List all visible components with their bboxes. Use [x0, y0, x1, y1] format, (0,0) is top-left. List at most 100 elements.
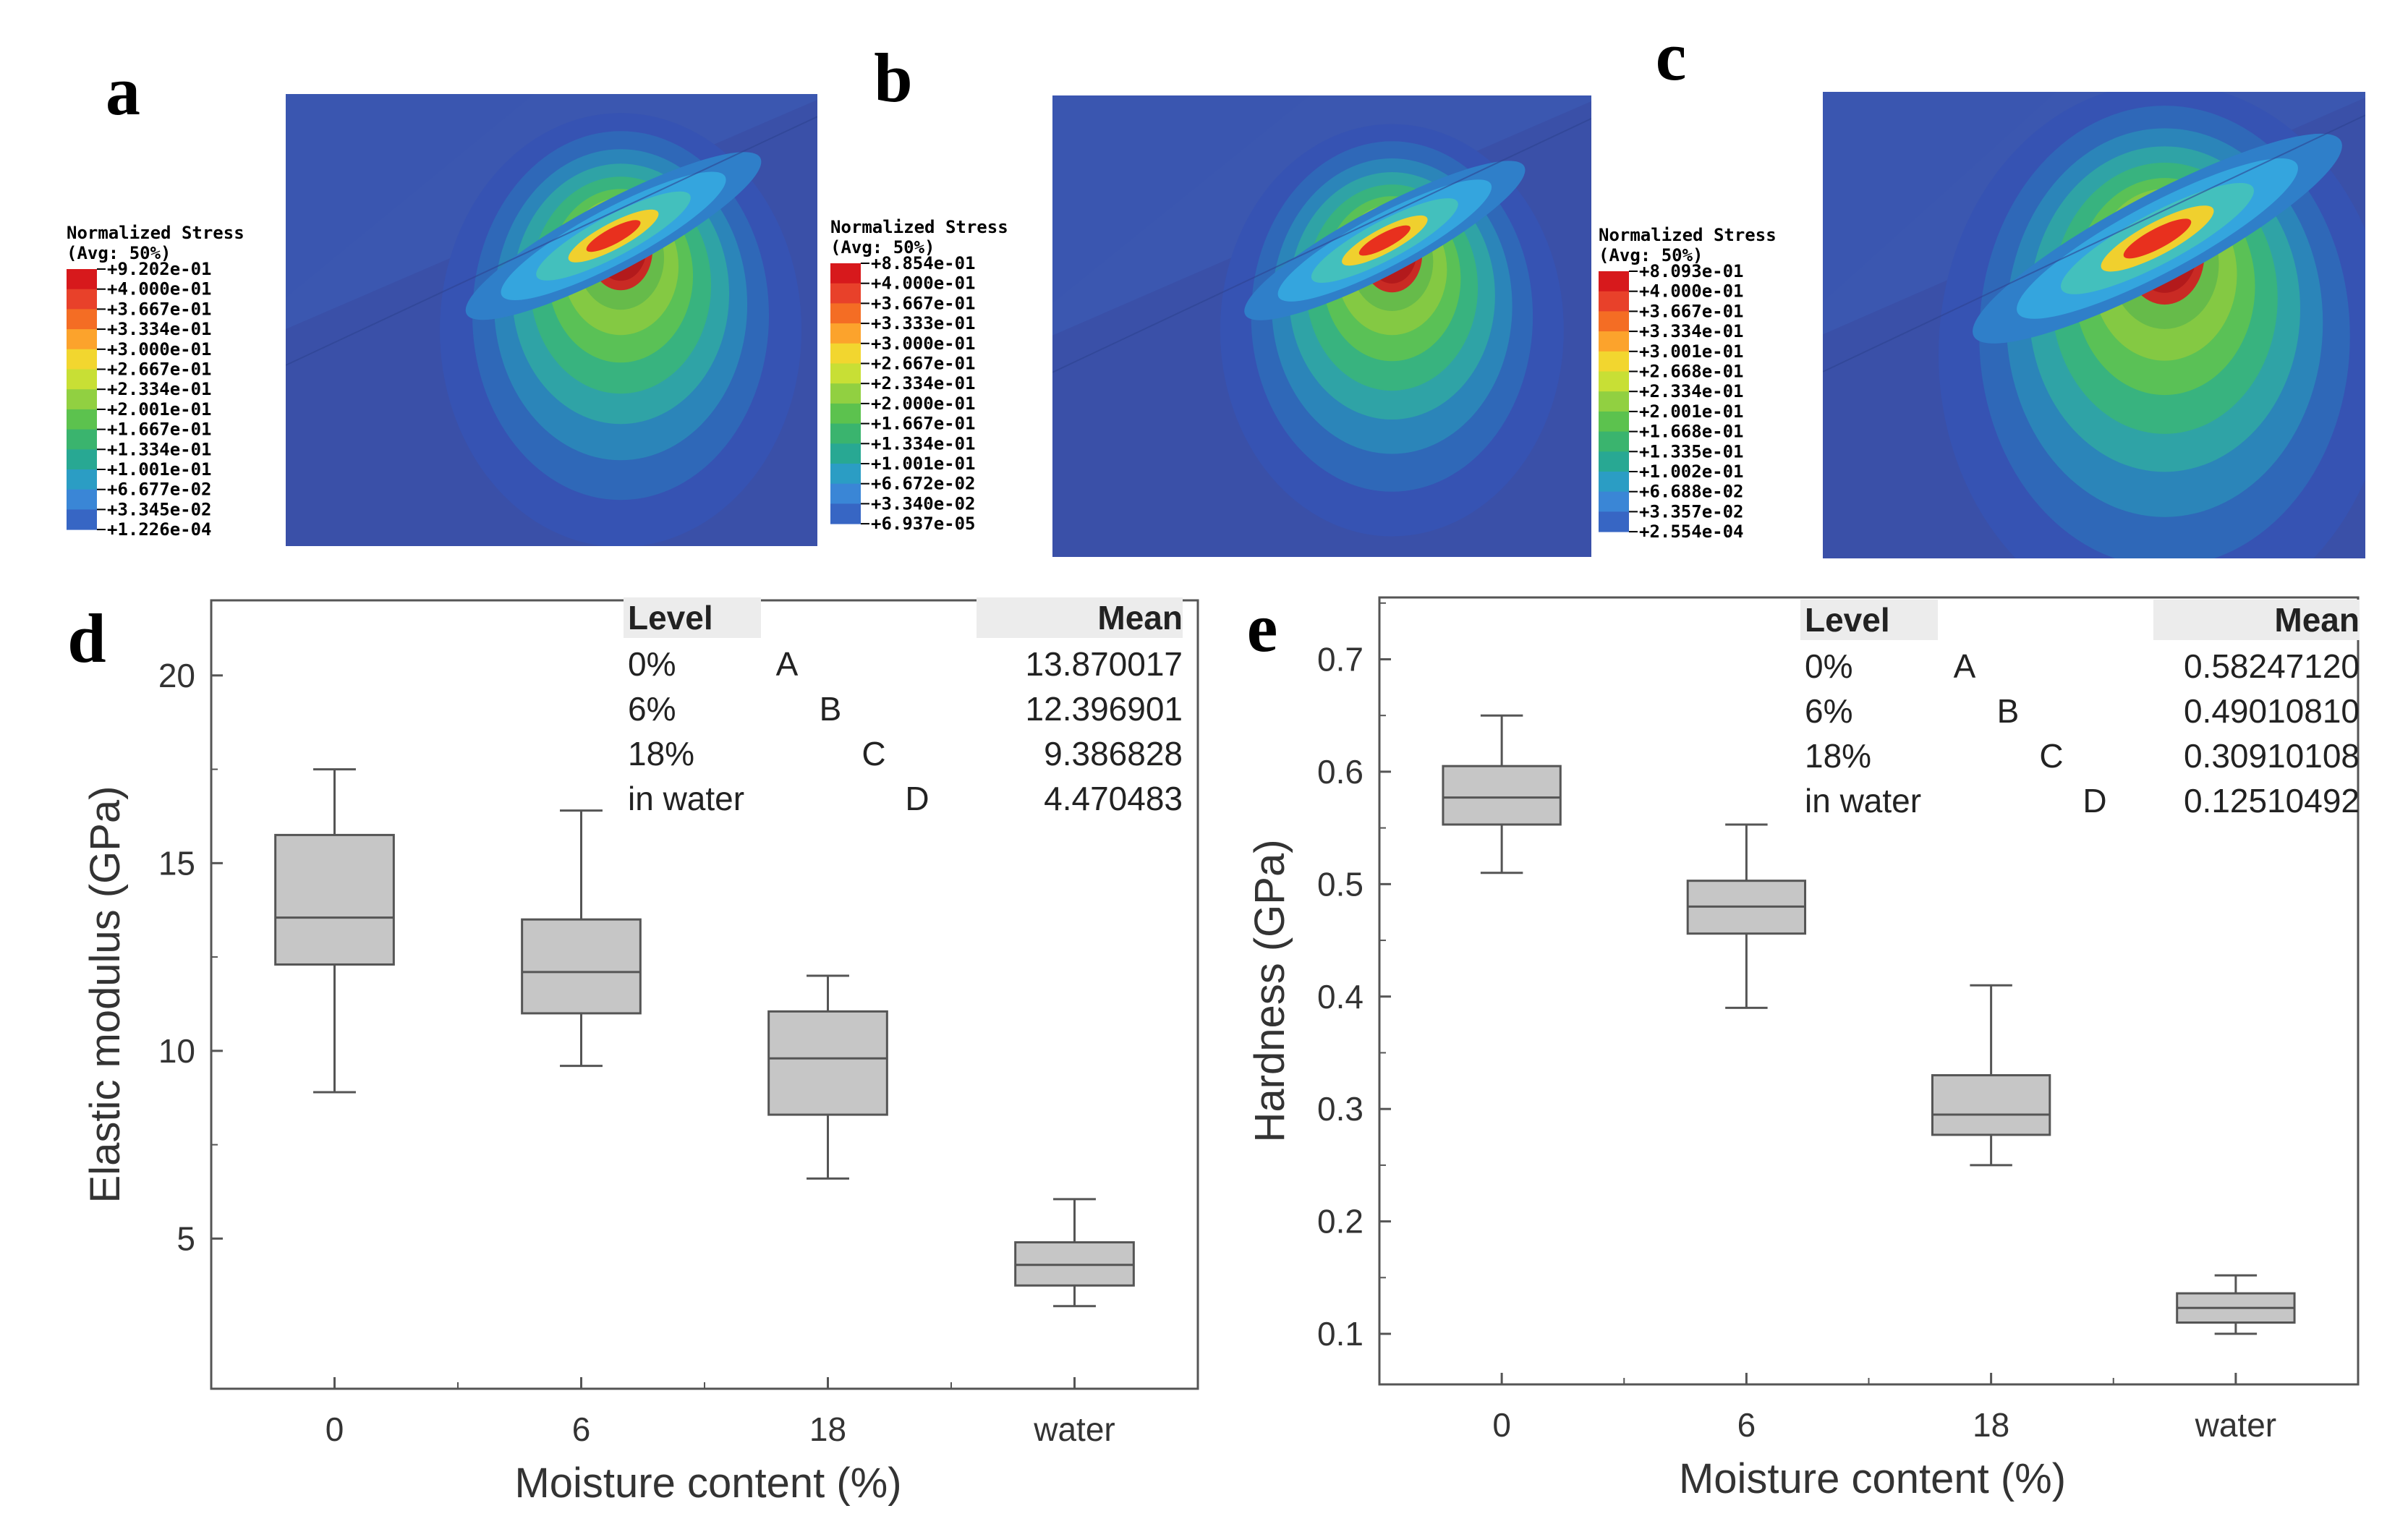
y-tick-label: 0.7: [1317, 640, 1363, 678]
colorbar-tick-label: +2.001e-01: [107, 399, 212, 420]
colorbar-segment: [830, 303, 861, 324]
colorbar-segment: [67, 429, 97, 450]
colorbar-segment: [1599, 491, 1629, 512]
box-body: [274, 833, 395, 966]
colorbar-segment: [1599, 291, 1629, 312]
box-chart-d: d 5 10 15 20 0 6 18 water Moisture content (%) Ela…: [67, 597, 1199, 1507]
colorbar-segment: [1599, 351, 1629, 372]
colorbar-segment: [67, 269, 97, 290]
table-level: 0%: [628, 645, 676, 683]
colorbar-subtitle: (Avg: 50%): [67, 243, 171, 263]
colorbar-tick-label: +3.334e-01: [107, 319, 212, 339]
table-level: 18%: [1805, 737, 1871, 775]
colorbar-segment: [67, 389, 97, 410]
colorbar-tick-label: +8.093e-01: [1639, 261, 1744, 281]
y-tick-label: 10: [158, 1032, 195, 1070]
colorbar-tick-label: +2.001e-01: [1639, 401, 1744, 422]
colorbar-tick-label: +6.688e-02: [1639, 482, 1744, 502]
panel-letter-a: a: [106, 52, 140, 129]
colorbar-tick-label: +3.340e-02: [871, 493, 976, 514]
colorbar-tick-label: +3.333e-01: [871, 313, 976, 333]
interface-line: [1823, 114, 2365, 373]
box-6: [521, 809, 642, 1068]
table-header-level: Level: [1805, 601, 1890, 639]
colorbar-segment: [1599, 331, 1629, 352]
table-mean: 0.49010810: [2184, 692, 2360, 730]
table-group: B: [1997, 692, 2020, 730]
table-header-bg: [977, 597, 1183, 638]
table-group: C: [2039, 737, 2063, 775]
colorbar-tick-label: +3.000e-01: [107, 339, 212, 359]
colorbar-tick-label: +1.001e-01: [107, 459, 212, 480]
x-axis-title: Moisture content (%): [514, 1460, 901, 1507]
x-tick-label: 18: [809, 1410, 846, 1448]
colorbar-tick-label: +1.002e-01: [1639, 461, 1744, 482]
colorbar-segment: [67, 449, 97, 470]
colorbar-segment: [1599, 411, 1629, 433]
colorbar-tick-label: +1.001e-01: [871, 454, 976, 474]
colorbar-tick-label: +2.667e-01: [107, 359, 212, 380]
colorbar-tick-label: +1.334e-01: [871, 433, 976, 454]
y-tick-label: 15: [158, 844, 195, 882]
box-chart-e: e 0.1 0.2 0.3 0.4 0.5 0.6 0.7 0 6 18 water Moisture …: [1246, 589, 2360, 1502]
colorbar-tick-label: +1.667e-01: [871, 414, 976, 434]
y-tick-label: 0.3: [1317, 1090, 1363, 1128]
colorbar-segment: [67, 289, 97, 310]
y-axis-title: Elastic modulus (GPa): [82, 786, 129, 1204]
colorbar-tick-label: +2.334e-01: [107, 379, 212, 399]
table-level: 0%: [1805, 647, 1852, 685]
colorbar-tick-label: +4.000e-01: [107, 279, 212, 299]
colorbar-tick-label: +3.000e-01: [871, 333, 976, 354]
table-level: in water: [1805, 782, 1921, 820]
panel-letter-b: b: [874, 39, 912, 116]
interface-line: [286, 116, 817, 366]
colorbar-tick-label: +4.000e-01: [871, 273, 976, 294]
table-header-mean: Mean: [1097, 599, 1183, 637]
surface-stress-band: [2123, 218, 2192, 259]
panel-letter-c: c: [1656, 17, 1687, 95]
box-body: [521, 918, 642, 1015]
box-water: [2176, 1274, 2296, 1335]
y-tick-label: 20: [158, 657, 195, 694]
y-tick-label: 0.5: [1317, 865, 1363, 903]
colorbar-segment: [1599, 311, 1629, 332]
table-header-bg: [1800, 600, 1938, 640]
colorbar-segment: [1599, 431, 1629, 452]
colorbar-tick-label: +2.334e-01: [871, 373, 976, 393]
anova-table: Level Mean 0% A 0.58247120 6% B 0.49010810 18% C 0…: [1800, 600, 2360, 820]
colorbar-segment: [1599, 451, 1629, 472]
colorbar-tick-label: +3.667e-01: [871, 293, 976, 313]
colorbar-tick-label: +3.667e-01: [1639, 301, 1744, 321]
contour-plot: [1052, 95, 1591, 557]
colorbar-segment: [830, 403, 861, 425]
x-tick-label: 6: [1737, 1406, 1756, 1444]
table-group: B: [820, 690, 842, 728]
colorbar-segment: [67, 509, 97, 530]
colorbar-tick-label: +3.334e-01: [1639, 321, 1744, 341]
table-level: in water: [628, 780, 744, 817]
colorbar-segment: [1599, 511, 1629, 532]
y-tick-label: 5: [176, 1219, 195, 1257]
x-tick-label: water: [2195, 1406, 2276, 1444]
colorbar-segment: [830, 263, 861, 284]
colorbar-segment: [1599, 391, 1629, 412]
colorbar-tick-label: +2.668e-01: [1639, 362, 1744, 382]
x-tick-label: 6: [572, 1410, 591, 1448]
table-group: A: [1954, 647, 1976, 685]
table-mean: 9.386828: [1044, 735, 1183, 772]
colorbar-segment: [67, 409, 97, 430]
table-level: 18%: [628, 735, 694, 772]
y-tick-label: 0.4: [1317, 978, 1363, 1016]
stress-panel-c: c Normalized Stress(Avg: 50%)+8.093e-01+4…: [1599, 17, 2365, 558]
colorbar-tick-label: +6.677e-02: [107, 480, 212, 500]
table-header-bg: [2153, 600, 2360, 640]
colorbar-segment: [830, 503, 861, 524]
stress-panel-a: a Normalized Stress(Avg: 50%)+9.202e-01+4…: [67, 52, 817, 546]
box-body: [1442, 765, 1562, 826]
table-header-mean: Mean: [2274, 601, 2360, 639]
x-tick-label: water: [1033, 1410, 1115, 1448]
anova-table: Level Mean 0% A 13.870017 6% B 12.396901 18% C 9.3…: [624, 597, 1183, 817]
table-mean: 13.870017: [1026, 645, 1183, 683]
box-water: [1014, 1198, 1135, 1308]
